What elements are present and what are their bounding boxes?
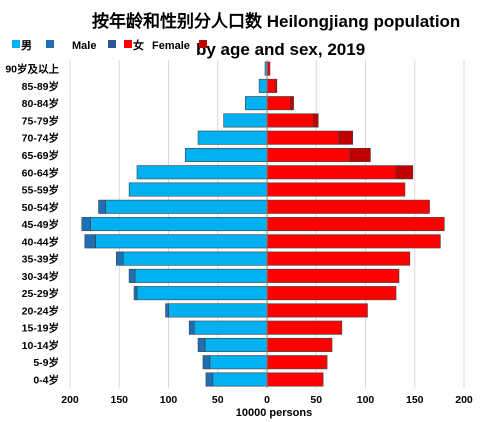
bar-left-s0-15: [223, 113, 268, 128]
bar-right-s4-16: [290, 96, 294, 111]
legend-swatch-female-en: [199, 40, 207, 48]
bar-left-s1-5: [133, 286, 138, 301]
bar-left-s0-1: [209, 355, 268, 370]
category-label-14: 70-74岁: [22, 132, 59, 145]
category-label-5: 25-29岁: [22, 287, 59, 300]
category-label-4: 20-24岁: [22, 304, 59, 317]
bar-right-s3-10: [266, 199, 430, 214]
bar-right-s3-17: [266, 78, 277, 93]
bar-right-s3-5: [266, 286, 397, 301]
legend-label-female-cn: 女: [133, 38, 144, 52]
category-label-15: 75-79岁: [22, 114, 59, 127]
bar-left-s0-13: [184, 147, 268, 162]
bar-left-s0-11: [128, 182, 268, 197]
category-label-9: 45-49岁: [22, 218, 59, 231]
bar-left-s0-7: [122, 251, 268, 266]
bar-left-s0-10: [105, 199, 268, 214]
bar-right-s4-12: [395, 165, 414, 180]
bar-left-s0-4: [168, 303, 268, 318]
bar-left-s0-8: [95, 234, 268, 249]
category-label-6: 30-34岁: [22, 270, 59, 283]
bar-left-s1-7: [116, 251, 124, 266]
x-tick-label-6: 100: [357, 394, 375, 406]
bar-left-s1-1: [202, 355, 211, 370]
x-tick-label-3: 50: [212, 394, 224, 406]
bar-right-s3-6: [266, 268, 400, 283]
bar-left-s1-6: [128, 268, 136, 283]
bar-right-s3-8: [266, 234, 441, 249]
x-tick-label-5: 50: [310, 394, 322, 406]
bar-right-s3-2: [266, 337, 333, 352]
bar-left-s0-16: [245, 96, 268, 111]
chart-title-line2: by age and sex, 2019: [196, 40, 365, 59]
legend: 男 Male 女 Female: [12, 38, 207, 52]
category-label-2: 10-14岁: [22, 339, 59, 352]
bar-left-s0-17: [258, 78, 268, 93]
bar-left-s1-8: [84, 234, 96, 249]
legend-swatch-female-cn: [124, 40, 132, 48]
category-label-3: 15-19岁: [22, 322, 59, 335]
bar-right-s3-9: [266, 217, 445, 232]
bar-right-s4-14: [338, 130, 353, 145]
legend-swatch-male-en: [108, 40, 116, 48]
x-tick-label-2: 100: [160, 394, 178, 406]
legend-swatch-male-cn: [12, 40, 20, 48]
category-label-13: 65-69岁: [22, 149, 59, 162]
bar-left-s1-0: [205, 372, 214, 387]
category-label-0: 0-4岁: [33, 374, 59, 387]
bar-left-s1-9: [81, 217, 91, 232]
x-tick-label-1: 150: [110, 394, 128, 406]
x-tick-label-4: 0: [264, 394, 270, 406]
category-label-17: 85-89岁: [22, 80, 59, 93]
category-labels: 0-4岁 5-9岁 10-14岁 15-19岁 20-24岁 25-29岁 30-34岁 35…: [5, 63, 59, 387]
x-tick-labels: 200 150 100 50 0 50 100 150 200: [61, 394, 473, 406]
bar-left-s0-6: [134, 268, 268, 283]
bar-right-s4-15: [312, 113, 319, 128]
bar-left-s0-12: [136, 165, 268, 180]
bar-left-s1-3: [188, 320, 195, 335]
category-label-18: 90岁及以上: [5, 63, 59, 76]
bar-right-s3-11: [266, 182, 406, 197]
bar-right-s4-17: [275, 78, 278, 93]
bars: [81, 61, 445, 387]
bar-left-s0-3: [193, 320, 268, 335]
category-label-16: 80-84岁: [22, 97, 59, 110]
category-label-10: 50-54岁: [22, 201, 59, 214]
bar-right-s4-13: [349, 147, 371, 162]
x-tick-label-8: 200: [455, 394, 473, 406]
legend-label-male-en: Male: [72, 40, 96, 52]
bar-left-s1-2: [197, 337, 206, 352]
bar-left-s0-9: [90, 217, 268, 232]
bar-right-s3-12: [266, 165, 397, 180]
bar-left-s0-0: [212, 372, 268, 387]
bar-right-s3-15: [266, 113, 314, 128]
chart-title-line1: 按年龄和性别分人口数 Heilongjiang population: [92, 11, 460, 31]
x-axis-label: 10000 persons: [236, 407, 312, 419]
category-label-1: 5-9岁: [33, 356, 59, 369]
bar-left-s1-4: [165, 303, 169, 318]
legend-label-female-en: Female: [152, 40, 190, 52]
bar-left-s0-2: [204, 337, 268, 352]
category-label-12: 60-64岁: [22, 166, 59, 179]
bar-right-s3-3: [266, 320, 343, 335]
bar-left-s1-10: [98, 199, 106, 214]
category-label-11: 55-59岁: [22, 184, 59, 197]
bar-right-s3-16: [266, 96, 291, 111]
bar-right-s3-1: [266, 355, 328, 370]
bar-right-s3-13: [266, 147, 351, 162]
bar-right-s3-0: [266, 372, 324, 387]
x-tick-label-0: 200: [61, 394, 79, 406]
bar-right-s3-14: [266, 130, 340, 145]
x-tick-label-7: 150: [406, 394, 424, 406]
legend-swatch-male-en-blue: [46, 40, 54, 48]
legend-label-male-cn: 男: [21, 39, 32, 52]
category-label-7: 35-39岁: [22, 253, 59, 266]
bar-left-s0-14: [197, 130, 268, 145]
category-label-8: 40-44岁: [22, 235, 59, 248]
bar-right-s3-7: [266, 251, 411, 266]
bar-left-s0-5: [136, 286, 268, 301]
bar-right-s3-4: [266, 303, 368, 318]
